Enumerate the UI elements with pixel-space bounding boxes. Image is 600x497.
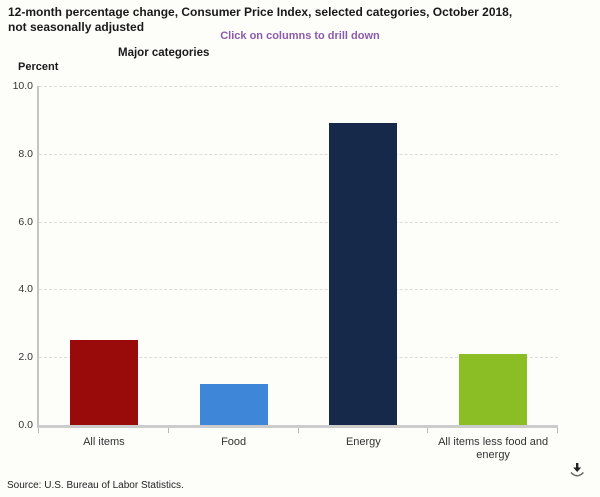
x-axis-tick-2: [297, 428, 299, 433]
source-note: Source: U.S. Bureau of Labor Statistics.: [7, 480, 184, 491]
x-axis-category-labels: All items Food Energy All items less food a…: [39, 436, 558, 470]
y-axis-unit-label: Percent: [18, 61, 59, 73]
bar-energy[interactable]: [329, 123, 398, 425]
x-label-all-items: All items: [83, 436, 125, 448]
chart-title: 12-month percentage change, Consumer Pri…: [8, 5, 512, 35]
bar-all-items-less-food-and-energy[interactable]: [459, 353, 528, 425]
x-axis-tick-4: [557, 428, 558, 433]
plot-area: [37, 86, 558, 433]
drilldown-hint: Click on columns to drill down: [220, 30, 380, 42]
chart-title-line2: not seasonally adjusted: [8, 20, 145, 34]
bar-all-items[interactable]: [69, 340, 138, 425]
y-tick-label-4-0: 4.0: [18, 283, 33, 296]
gridline-6: [39, 221, 558, 223]
gridline-4: [39, 289, 558, 291]
chart-title-line1: 12-month percentage change, Consumer Pri…: [8, 5, 513, 19]
y-tick-label-2-0: 2.0: [18, 351, 33, 364]
chart-subtitle-major-categories: Major categories: [118, 47, 210, 59]
y-tick-label-10-0: 10.0: [12, 80, 33, 92]
gridline-10: [39, 86, 558, 87]
x-axis-tick-1: [167, 428, 169, 433]
y-tick-label-6-0: 6.0: [18, 215, 33, 228]
x-axis-tick-0: [38, 428, 39, 433]
y-axis-tick-labels: 0.0 2.0 4.0 6.0 8.0 10.0: [0, 80, 33, 431]
gridline-8: [39, 153, 558, 155]
y-tick-label-0-0: 0.0: [18, 419, 33, 431]
x-label-all-items-less-food-and-energy: All items less food and energy: [438, 436, 549, 461]
bar-food[interactable]: [199, 384, 268, 425]
x-label-food: Food: [221, 436, 247, 448]
x-axis-tick-3: [427, 428, 429, 433]
y-tick-label-8-0: 8.0: [18, 147, 33, 160]
x-label-energy: Energy: [345, 436, 381, 448]
download-icon[interactable]: [567, 461, 587, 481]
gridline-2: [39, 357, 558, 359]
